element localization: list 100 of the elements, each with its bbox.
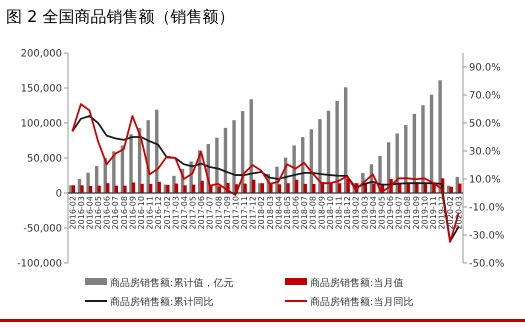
x-tick-label: 2017-08 (214, 196, 224, 230)
x-tick-label: 2016-06 (102, 196, 112, 230)
x-tick-label: 2017-06 (197, 196, 206, 230)
y2-tick-label: 70.0% (469, 90, 501, 102)
x-tick-label: 2017-09 (222, 196, 232, 230)
x-tick-label: 2018-02 (257, 196, 266, 230)
bar (404, 125, 408, 193)
chart-title: 图 2 全国商品销售额（销售额） (6, 7, 234, 26)
bar (312, 184, 316, 193)
x-tick-label: 2018-07 (300, 196, 310, 230)
x-tick-label: 2016-03 (76, 196, 86, 230)
bar (192, 184, 196, 193)
bar (294, 180, 298, 193)
bar (430, 94, 434, 193)
x-tick-label: 2020-02 (446, 196, 456, 230)
x-tick-label: 2017-04 (180, 196, 189, 230)
bar (243, 184, 247, 193)
x-tick-label: 2018-10 (326, 196, 335, 230)
bar (155, 110, 158, 193)
bar (304, 184, 307, 193)
x-tick-label: 2017-05 (188, 196, 198, 230)
bar (412, 114, 416, 193)
x-tick-label: 2017-12 (248, 196, 258, 230)
x-tick-label: 2017-07 (206, 196, 215, 230)
y-tick-label: -100,000 (17, 258, 62, 270)
bar (398, 184, 402, 193)
bar (344, 87, 348, 193)
bar (406, 184, 410, 193)
bar (166, 184, 170, 193)
x-tick-label: 2018-05 (282, 196, 292, 230)
bar (120, 145, 124, 193)
x-tick-label: 2017-10 (231, 196, 240, 230)
bar (114, 186, 118, 193)
bar (260, 183, 264, 193)
legend-label: 商品房销售额:累计值，亿元 (110, 277, 234, 289)
x-tick-label: 2017-03 (171, 196, 180, 230)
y-tick-label: 100,000 (20, 118, 62, 130)
legend-label: 商品房销售额:当月值 (310, 277, 404, 289)
x-tick-label: 2018-12 (343, 196, 352, 230)
bar (346, 179, 350, 193)
bar (140, 184, 144, 193)
x-tick-label: 2016-07 (111, 196, 120, 230)
x-tick-label: 2016-12 (154, 196, 164, 230)
bar (338, 183, 342, 193)
bar (250, 99, 253, 193)
y-tick-label: 50,000 (27, 154, 62, 164)
x-tick-label: 2018-03 (266, 196, 275, 230)
x-tick-label: 2018-06 (292, 196, 301, 230)
legend-label: 商品房销售额:当月同比 (310, 296, 414, 308)
y-tick-label: 0 (56, 188, 62, 200)
bar (106, 183, 110, 193)
bar (372, 184, 376, 193)
bar (450, 186, 453, 193)
x-tick-label: 2019-12 (438, 196, 447, 230)
x-tick-label: 2018-11 (334, 196, 344, 230)
bar (335, 100, 339, 193)
y2-tick-label: -50.0% (469, 258, 504, 270)
y2-tick-label: -30.0% (469, 230, 504, 242)
y2-tick-label: 10.0% (469, 174, 501, 186)
x-tick-label: 2018-08 (308, 196, 318, 230)
x-tick-label: 2019-07 (394, 196, 404, 230)
x-tick-label: 2020-03 (454, 196, 464, 230)
bar (232, 120, 236, 193)
y2-tick-label: 30.0% (469, 146, 501, 158)
y-tick-label: 200,000 (20, 48, 62, 60)
bar (158, 182, 161, 193)
x-tick-label: 2019-05 (377, 196, 386, 230)
bar (86, 172, 90, 193)
y-tick-label: -50,000 (23, 224, 62, 234)
bar (72, 185, 76, 193)
x-tick-label: 2019-02 (352, 196, 361, 230)
x-tick-label: 2016-05 (94, 196, 104, 230)
x-tick-label: 2019-04 (368, 196, 378, 230)
bar (174, 184, 178, 193)
bar (438, 80, 442, 193)
bar (148, 184, 152, 193)
bar (218, 186, 222, 193)
x-tick-label: 2018-09 (317, 196, 326, 230)
x-tick-label: 2016-08 (120, 196, 129, 230)
y2-tick-label: -10.0% (469, 202, 504, 214)
bar (97, 186, 101, 193)
y2-tick-label: 90.0% (469, 62, 501, 74)
x-tick-label: 2016-11 (146, 196, 155, 230)
x-tick-label: 2019-03 (360, 196, 370, 230)
bar (123, 186, 127, 193)
x-tick-label: 2016-02 (68, 196, 78, 230)
bar (252, 180, 256, 193)
x-tick-label: 2019-08 (403, 196, 412, 230)
x-tick-label: 2016-04 (85, 196, 94, 230)
x-tick-label: 2016-09 (128, 196, 138, 230)
bar (310, 129, 314, 193)
y2-tick-label: 50.0% (469, 118, 501, 130)
x-tick-label: 2019-06 (386, 196, 396, 230)
x-tick-label: 2019-10 (420, 196, 430, 230)
bar (94, 166, 98, 193)
bar (458, 184, 462, 193)
legend-label: 商品房销售额:累计同比 (110, 296, 214, 308)
x-tick-label: 2016-10 (136, 196, 146, 230)
x-tick-label: 2017-02 (162, 196, 172, 230)
x-tick-label: 2019-11 (428, 196, 438, 230)
